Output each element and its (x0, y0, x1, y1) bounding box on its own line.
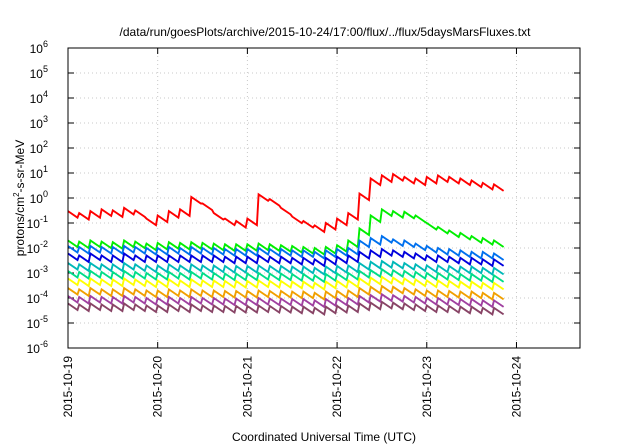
series-line-3 (67, 234, 505, 261)
y-tick-label: 10-6 (27, 339, 48, 356)
y-tick-label: 104 (30, 89, 48, 106)
y-tick-label: 105 (30, 64, 48, 81)
y-tick-label: 10-3 (27, 264, 48, 281)
y-axis-label: protons/cm2-s-sr-MeV (12, 140, 27, 256)
y-tick-label: 10-4 (27, 289, 48, 306)
plot-frame (67, 47, 581, 349)
series-line-8 (67, 284, 505, 301)
y-tick-label: 101 (30, 164, 48, 181)
x-axis-label: Coordinated Universal Time (UTC) (232, 430, 416, 444)
series-line-5 (67, 259, 505, 276)
y-tick-label: 10-1 (27, 214, 48, 231)
y-tick-label: 103 (30, 114, 48, 131)
y-tick-labels: 10-6 10-5 10-4 10-3 10-2 10-1 100 101 102 103 104 1… (27, 39, 48, 356)
series-line-9 (67, 292, 505, 309)
y-tick-label: 106 (30, 39, 48, 56)
series-line-2 (67, 207, 505, 257)
chart-title: /data/run/goesPlots/archive/2015-10-24/1… (120, 25, 532, 39)
y-tick-label: 10-5 (27, 314, 48, 331)
series-line-1 (67, 172, 505, 234)
series-lines (67, 172, 505, 316)
series-line-7 (67, 275, 505, 291)
x-tick-label: 2015-10-19 (61, 356, 75, 418)
x-tick-label: 2015-10-24 (509, 356, 523, 418)
series-line-6 (67, 267, 505, 284)
y-tick-label: 100 (30, 189, 48, 206)
y-tick-label: 10-2 (27, 239, 48, 256)
y-tick-label: 102 (30, 139, 48, 156)
series-line-4 (67, 247, 505, 268)
series-line-10 (67, 300, 505, 316)
x-tick-label: 2015-10-23 (420, 356, 434, 418)
x-tick-label: 2015-10-22 (330, 356, 344, 418)
x-tick-labels: 2015-10-19 2015-10-20 2015-10-21 2015-10-22… (61, 356, 523, 418)
x-tick-label: 2015-10-20 (151, 356, 165, 418)
x-tick-label: 2015-10-21 (240, 356, 254, 418)
